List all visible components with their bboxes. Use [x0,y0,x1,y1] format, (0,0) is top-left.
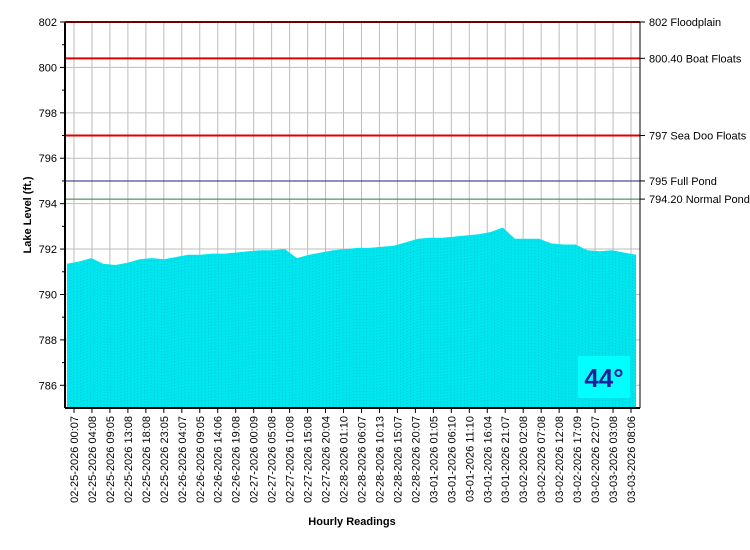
x-tick-label: 02-28-2026 15:07 [392,416,404,503]
x-tick-label: 03-01-2026 06:10 [446,416,458,503]
x-tick-label: 02-27-2026 00:09 [249,416,261,503]
y-ticks: 786 788 790 792 794 796 798 800 802 [39,17,65,392]
x-tick-label: 02-25-2026 18:08 [141,416,153,503]
x-tick-label: 03-02-2026 02:08 [518,416,530,503]
x-tick-label: 03-02-2026 07:08 [536,416,548,503]
x-tick-label: 03-02-2026 22:07 [590,416,602,503]
x-tick-label: 02-26-2026 04:07 [177,416,189,503]
y-tick-label: 792 [39,244,57,256]
x-tick-label: 02-27-2026 20:04 [321,416,333,503]
area-layer [67,227,636,408]
x-tick-label: 02-25-2026 00:07 [69,416,81,503]
reference-label: 795 Full Pond [649,176,717,188]
x-tick-label: 03-02-2026 17:09 [572,416,584,503]
x-tick-label: 02-25-2026 23:05 [159,416,171,503]
y-tick-label: 790 [39,289,57,301]
x-tick-label: 02-25-2026 13:08 [123,416,135,503]
y-tick-label: 796 [39,153,57,165]
reference-label: 794.20 Normal Pond [649,194,750,206]
x-axis-title: Hourly Readings [308,516,395,528]
y-tick-label: 786 [39,380,57,392]
x-tick-label: 02-27-2026 10:08 [285,416,297,503]
y-tick-label: 798 [39,108,57,120]
x-tick-label: 02-26-2026 19:08 [231,416,243,503]
reference-label: 802 Floodplain [649,17,721,29]
x-tick-label: 02-28-2026 10:13 [375,416,387,503]
reference-label: 800.40 Boat Floats [649,53,742,65]
x-tick-label: 02-28-2026 01:10 [339,416,351,503]
x-tick-label: 02-28-2026 06:07 [357,416,369,503]
x-tick-label: 03-01-2026 11:10 [464,416,476,502]
x-tick-label: 03-03-2026 08:06 [626,416,638,503]
temperature-badge: 44° [578,356,630,398]
reference-label: 797 Sea Doo Floats [649,131,747,143]
x-tick-label: 02-25-2026 09:05 [105,416,117,503]
x-tick-label: 02-25-2026 04:08 [87,416,99,503]
y-tick-label: 788 [39,335,57,347]
y-tick-label: 794 [39,199,57,211]
x-ticks: 02-25-2026 00:07 02-25-2026 04:08 02-25-20… [69,408,638,503]
y-tick-label: 802 [39,17,57,29]
level-area [67,227,636,408]
x-tick-label: 03-03-2026 03:08 [608,416,620,503]
temperature-value: 44° [584,363,623,393]
x-tick-label: 03-01-2026 01:05 [428,416,440,503]
x-tick-label: 02-27-2026 15:08 [303,416,315,503]
x-tick-label: 02-26-2026 09:05 [195,416,207,503]
x-tick-label: 02-26-2026 14:06 [213,416,225,503]
x-tick-label: 03-02-2026 12:08 [554,416,566,503]
x-tick-label: 03-01-2026 16:04 [482,416,494,503]
x-tick-label: 02-27-2026 05:08 [267,416,279,503]
y-tick-label: 800 [39,62,57,74]
axes [64,21,641,409]
x-tick-label: 03-01-2026 21:07 [500,416,512,503]
temperature-badge-background [578,356,630,398]
y-axis-title: Lake Level (ft.) [22,176,34,253]
x-tick-label: 02-28-2026 20:07 [410,416,422,503]
